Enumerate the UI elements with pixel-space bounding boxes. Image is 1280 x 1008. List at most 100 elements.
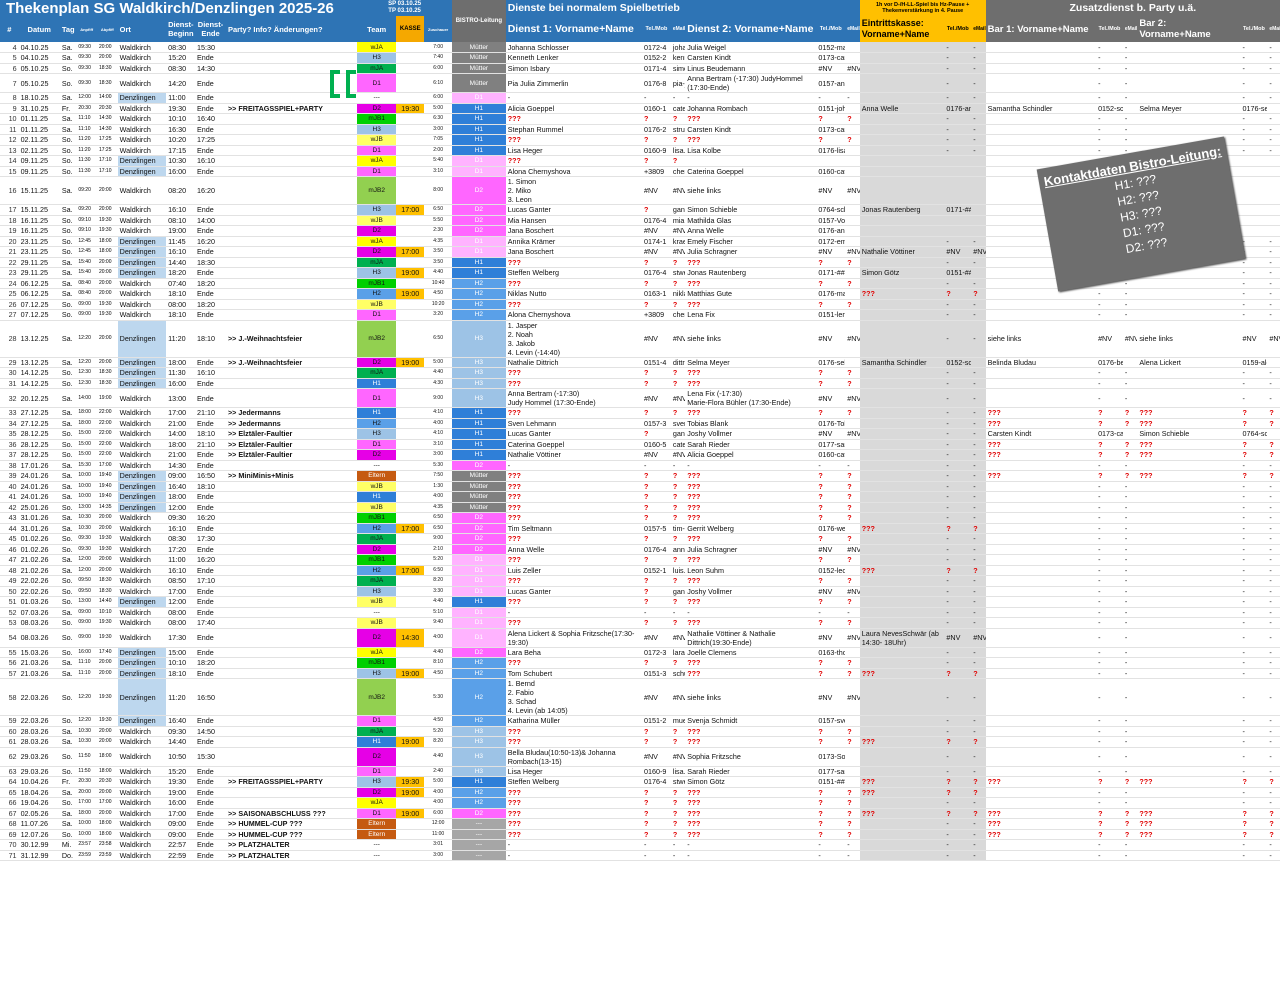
location-cell[interactable]: Denzlingen — [117, 502, 167, 513]
bar2-mail[interactable]: - — [1267, 747, 1280, 767]
kickoff-cell[interactable]: 11:50 — [76, 766, 97, 777]
final-whistle-cell[interactable]: 18:30 — [96, 586, 118, 597]
duty1-name[interactable]: Tim Seltmann — [505, 523, 642, 534]
attendance-cell[interactable]: 5:00 — [424, 776, 453, 788]
entry-cash-name[interactable] — [859, 617, 945, 629]
duty1-name[interactable]: Bella Bludau(10:50-13)& Johanna Rombach(… — [505, 747, 642, 767]
row-number[interactable]: 9 — [0, 102, 19, 114]
duty-end-cell[interactable]: 14:50 — [195, 725, 226, 737]
row-number[interactable]: 6 — [0, 63, 19, 74]
duty2-name[interactable]: ??? — [685, 829, 817, 840]
duty-start-cell[interactable]: 15:20 — [166, 52, 196, 64]
entry-cash-mail[interactable]: ? — [971, 668, 986, 679]
entry-cash-mail[interactable]: - — [971, 646, 986, 658]
duty1-name[interactable]: ??? — [505, 797, 642, 809]
duty2-phone[interactable]: #NV — [816, 586, 846, 597]
entry-cash-name[interactable]: ??? — [859, 565, 945, 576]
bar1-name[interactable] — [985, 554, 1097, 566]
row-number[interactable]: 22 — [0, 256, 19, 268]
kasse-cell[interactable]: 19:00 — [396, 807, 425, 819]
kasse-cell[interactable] — [396, 309, 425, 321]
duty-start-cell[interactable]: 15:20 — [166, 766, 196, 777]
duty1-name[interactable]: Annika Krämer — [505, 235, 642, 247]
duty-start-cell[interactable]: 07:40 — [166, 277, 196, 289]
duty1-mail[interactable]: ? — [670, 113, 686, 125]
bar2-mail[interactable]: - — [1267, 92, 1280, 104]
kasse-cell[interactable] — [396, 439, 425, 450]
duty-end-cell[interactable]: 17:30 — [195, 533, 226, 545]
entry-cash-name[interactable]: ??? — [859, 736, 945, 748]
attendance-cell[interactable]: 4:40 — [424, 747, 453, 767]
row-number[interactable]: 29 — [0, 357, 19, 368]
row-number[interactable]: 26 — [0, 299, 19, 310]
bar2-phone[interactable]: - — [1240, 73, 1268, 93]
party-cell[interactable] — [225, 512, 358, 524]
duty1-name[interactable]: Anna Bertram (-17:30) Judy Hommel (17:30… — [505, 388, 642, 408]
kasse-cell[interactable] — [396, 502, 425, 513]
row-number[interactable]: 51 — [0, 596, 19, 608]
bar1-mail[interactable]: ? — [1122, 439, 1138, 450]
bar2-name[interactable]: ??? — [1137, 418, 1241, 429]
entry-cash-mail[interactable]: - — [971, 678, 986, 716]
row-number[interactable]: 68 — [0, 818, 19, 830]
duty2-mail[interactable] — [845, 523, 860, 534]
duty2-name[interactable]: ??? — [685, 470, 817, 482]
date-cell[interactable]: 08.03.26 — [18, 617, 60, 629]
duty1-phone[interactable]: 0176-8 — [641, 73, 671, 93]
duty1-name[interactable]: ??? — [505, 277, 642, 289]
entry-cash-phone[interactable]: - — [944, 850, 972, 861]
row-number[interactable]: 65 — [0, 786, 19, 798]
duty2-name[interactable]: Sophia Fritzsche — [685, 747, 817, 767]
kickoff-cell[interactable]: 09:10 — [76, 215, 97, 226]
kasse-cell[interactable] — [396, 586, 425, 597]
duty1-mail[interactable]: sven- — [670, 418, 686, 429]
duty-end-cell[interactable]: Ende — [195, 92, 226, 104]
entry-cash-phone[interactable]: 0176-anna — [944, 102, 972, 114]
bar2-name[interactable] — [1137, 617, 1241, 629]
duty2-name[interactable]: ??? — [685, 668, 817, 679]
row-number[interactable]: 71 — [0, 850, 19, 861]
duty2-phone[interactable]: 0157-Vorsi — [816, 215, 846, 226]
bar1-phone[interactable]: ? — [1096, 470, 1123, 482]
duty-start-cell[interactable]: 09:30 — [166, 512, 196, 524]
duty2-name[interactable]: Joshy Vollmer — [685, 586, 817, 597]
duty1-phone[interactable]: ? — [641, 502, 671, 513]
duty-start-cell[interactable]: 17:00 — [166, 407, 196, 419]
bar2-name[interactable] — [1137, 502, 1241, 513]
duty2-name[interactable]: Julia Schragner — [685, 246, 817, 258]
team-cell[interactable]: H1 — [357, 491, 397, 503]
duty1-name[interactable]: ??? — [505, 807, 642, 819]
duty-end-cell[interactable]: 15:30 — [195, 747, 226, 767]
attendance-cell[interactable]: 5:00 — [424, 102, 453, 114]
duty2-phone[interactable]: ? — [816, 725, 846, 737]
day-cell[interactable]: Sa. — [59, 113, 77, 125]
duty1-name[interactable]: Johanna Schlosser — [505, 42, 642, 53]
date-cell[interactable]: 20.12.25 — [18, 388, 60, 408]
attendance-cell[interactable]: 1:30 — [424, 481, 453, 492]
bistro-lead-cell[interactable]: D1 — [452, 606, 506, 618]
row-number[interactable]: 52 — [0, 606, 19, 618]
bistro-lead-cell[interactable]: D2 — [452, 807, 506, 819]
duty2-name[interactable]: ??? — [685, 512, 817, 524]
kickoff-cell[interactable]: 09:20 — [76, 204, 97, 216]
day-cell[interactable]: So. — [59, 73, 77, 93]
team-cell[interactable]: mJB1 — [357, 277, 397, 289]
bistro-lead-cell[interactable]: D2 — [452, 512, 506, 524]
entry-cash-name[interactable]: Anna Welle — [859, 102, 945, 114]
entry-cash-mail[interactable]: - — [971, 502, 986, 513]
bar1-name[interactable] — [985, 204, 1097, 216]
date-cell[interactable]: 05.10.25 — [18, 73, 60, 93]
duty-end-cell[interactable]: 16:40 — [195, 113, 226, 125]
team-cell[interactable]: Eltern — [357, 470, 397, 482]
entry-cash-phone[interactable]: - — [944, 418, 972, 429]
entry-cash-phone[interactable]: - — [944, 92, 972, 104]
final-whistle-cell[interactable]: 18:30 — [96, 575, 118, 587]
entry-cash-mail[interactable]: - — [971, 124, 986, 135]
duty1-name[interactable]: Lucas Ganter — [505, 428, 642, 440]
bar1-name[interactable] — [985, 52, 1097, 64]
duty2-mail[interactable]: ? — [845, 533, 860, 545]
duty2-mail[interactable] — [845, 204, 860, 216]
entry-cash-mail[interactable]: - — [971, 596, 986, 608]
entry-cash-phone[interactable] — [944, 155, 972, 167]
row-number[interactable]: 33 — [0, 407, 19, 419]
